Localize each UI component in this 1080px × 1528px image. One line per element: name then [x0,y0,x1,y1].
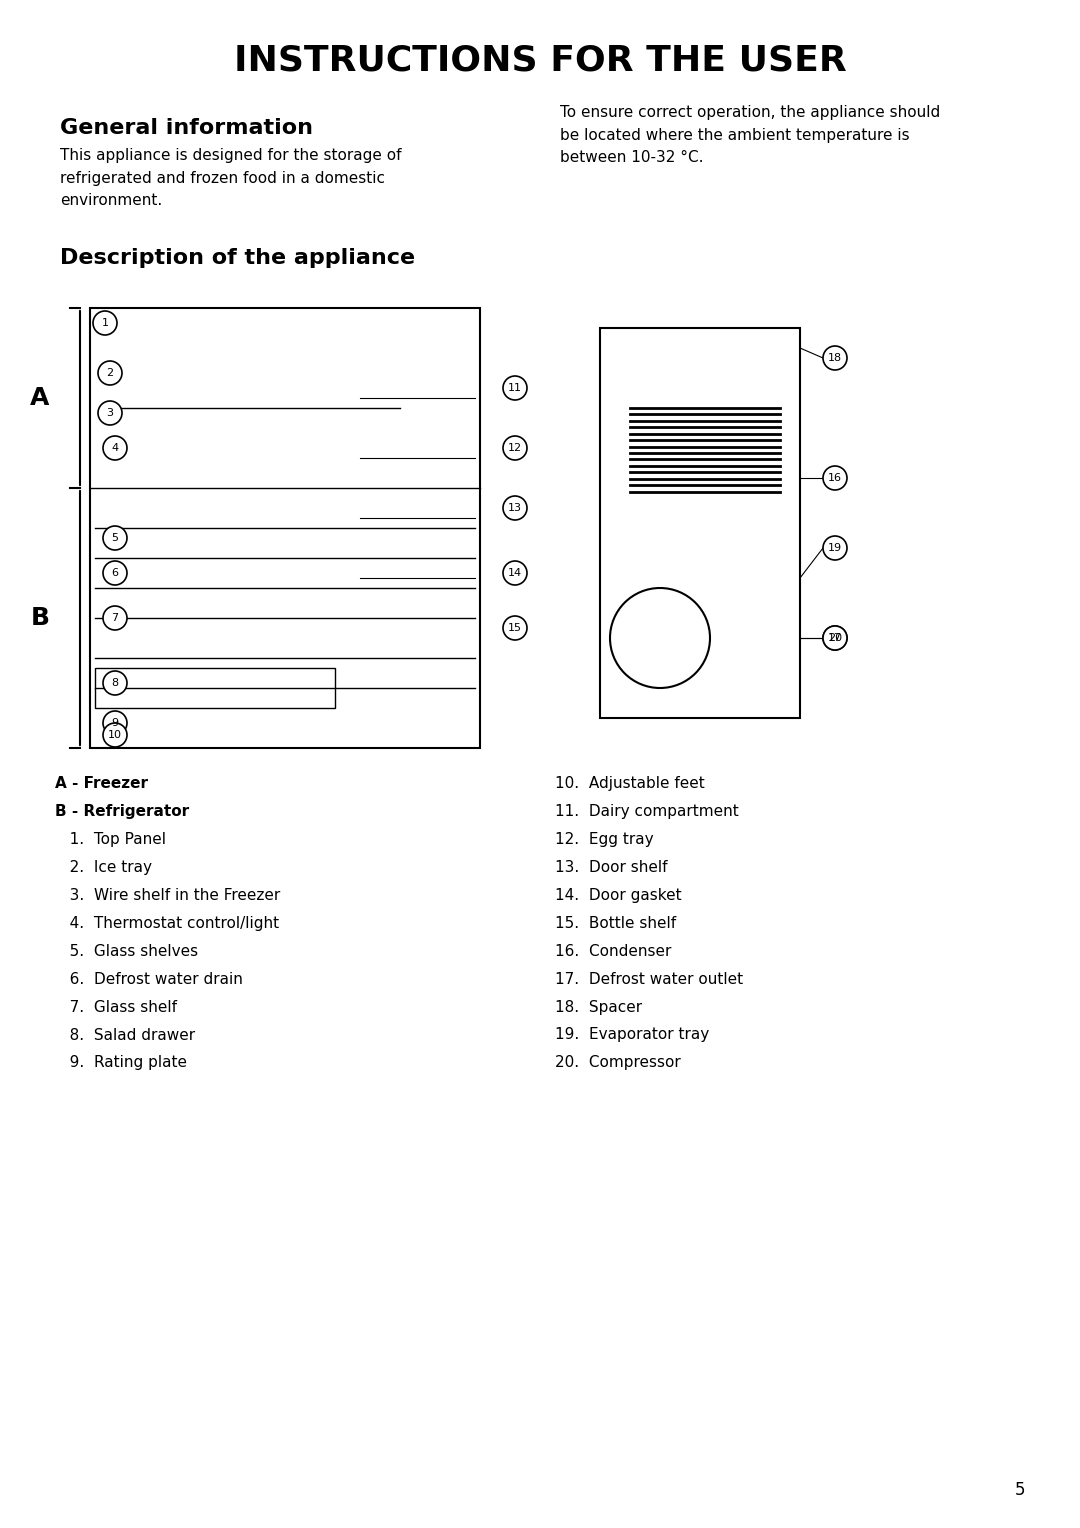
Text: B: B [30,607,50,630]
Text: 14: 14 [508,568,522,578]
Text: 3.  Wire shelf in the Freezer: 3. Wire shelf in the Freezer [55,888,280,903]
Text: 2.  Ice tray: 2. Ice tray [55,859,152,874]
Text: B - Refrigerator: B - Refrigerator [55,804,189,819]
Text: 6: 6 [111,568,119,578]
Bar [95,668,335,707]
Circle shape [503,561,527,585]
Text: 5: 5 [1015,1481,1025,1499]
Circle shape [103,723,127,747]
Circle shape [823,626,847,649]
Text: 19.  Evaporator tray: 19. Evaporator tray [555,1027,710,1042]
Circle shape [503,616,527,640]
Circle shape [823,345,847,370]
Circle shape [823,536,847,559]
Text: 12.  Egg tray: 12. Egg tray [555,831,653,847]
Circle shape [98,361,122,385]
Text: 5.  Glass shelves: 5. Glass shelves [55,943,198,958]
Text: 18.  Spacer: 18. Spacer [555,999,643,1015]
Text: 1.  Top Panel: 1. Top Panel [55,831,166,847]
Text: 7.  Glass shelf: 7. Glass shelf [55,999,177,1015]
Circle shape [503,497,527,520]
Text: This appliance is designed for the storage of
refrigerated and frozen food in a : This appliance is designed for the stora… [60,148,402,208]
Text: 10.  Adjustable feet: 10. Adjustable feet [555,776,705,790]
Text: 10: 10 [108,730,122,740]
Text: 9.  Rating plate: 9. Rating plate [55,1056,187,1071]
Text: 3: 3 [107,408,113,419]
Text: 12: 12 [508,443,522,452]
Circle shape [103,671,127,695]
Text: 8.  Salad drawer: 8. Salad drawer [55,1027,195,1042]
Text: 15.  Bottle shelf: 15. Bottle shelf [555,915,676,931]
Text: 17: 17 [828,633,842,643]
Text: 1: 1 [102,318,108,329]
Text: 16: 16 [828,474,842,483]
Text: 20.  Compressor: 20. Compressor [555,1056,680,1071]
Text: A - Freezer: A - Freezer [55,776,148,790]
Text: 2: 2 [107,368,113,377]
Circle shape [103,435,127,460]
Text: 13.  Door shelf: 13. Door shelf [555,859,667,874]
Circle shape [103,526,127,550]
Text: 14.  Door gasket: 14. Door gasket [555,888,681,903]
Text: 19: 19 [828,542,842,553]
Text: 6.  Defrost water drain: 6. Defrost water drain [55,972,243,987]
Circle shape [98,400,122,425]
Circle shape [823,626,847,649]
Text: 11: 11 [508,384,522,393]
Text: 9: 9 [111,718,119,727]
Text: 8: 8 [111,678,119,688]
Circle shape [103,561,127,585]
Circle shape [103,711,127,735]
Text: 15: 15 [508,623,522,633]
Text: To ensure correct operation, the appliance should
be located where the ambient t: To ensure correct operation, the applian… [561,105,941,165]
Bar [90,309,480,749]
Text: 11.  Dairy compartment: 11. Dairy compartment [555,804,739,819]
Text: INSTRUCTIONS FOR THE USER: INSTRUCTIONS FOR THE USER [233,43,847,76]
Circle shape [503,435,527,460]
Circle shape [823,466,847,490]
Text: 20: 20 [828,633,842,643]
Text: A: A [30,387,50,410]
Text: 4: 4 [111,443,119,452]
Text: 4.  Thermostat control/light: 4. Thermostat control/light [55,915,279,931]
Text: General information: General information [60,118,313,138]
Text: 16.  Condenser: 16. Condenser [555,943,672,958]
Text: 18: 18 [828,353,842,364]
Bar [600,329,800,718]
Text: 7: 7 [111,613,119,623]
Text: 13: 13 [508,503,522,513]
Circle shape [103,607,127,630]
Text: Description of the appliance: Description of the appliance [60,248,415,267]
Circle shape [503,376,527,400]
Circle shape [93,312,117,335]
Text: 17.  Defrost water outlet: 17. Defrost water outlet [555,972,743,987]
Text: 5: 5 [111,533,119,542]
